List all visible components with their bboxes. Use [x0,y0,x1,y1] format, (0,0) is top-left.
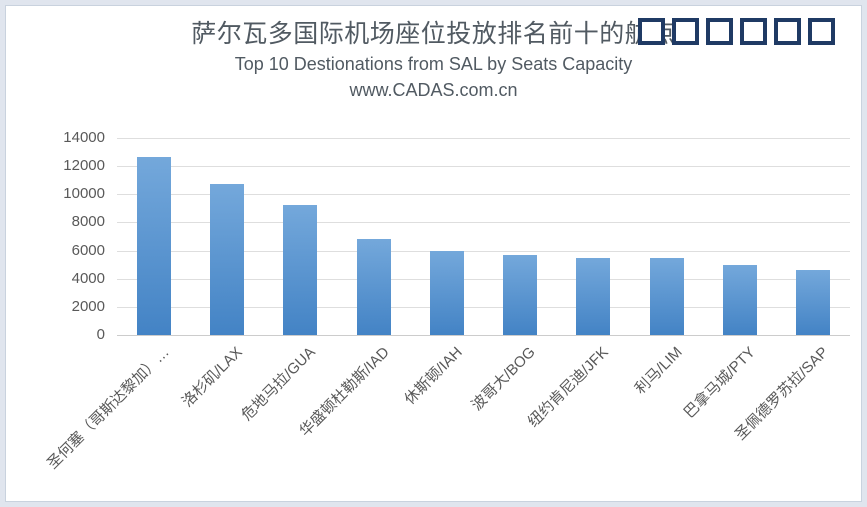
missing-glyph-boxes [638,18,842,45]
y-axis-tick-label: 12000 [63,157,105,174]
y-axis-tick-label: 0 [96,326,105,343]
gridline [117,194,850,195]
missing-glyph-box-icon [774,18,801,45]
gridline [117,138,850,139]
y-axis-tick-label: 2000 [71,298,105,315]
bar [210,184,244,335]
missing-glyph-box-icon [740,18,767,45]
x-axis-line [117,335,850,336]
bar [283,205,317,335]
bar [576,258,610,335]
bar [357,239,391,335]
gridline [117,251,850,252]
gridline [117,307,850,308]
y-axis-tick-label: 4000 [71,270,105,287]
bar [137,157,171,335]
x-axis-category-label: 圣何塞（哥斯达黎加）… [44,343,173,473]
chart-subtitle: Top 10 Destionations from SAL by Seats C… [234,54,633,74]
bar [796,270,830,335]
chart-header: 萨尔瓦多国际机场座位投放排名前十的航点 Top 10 Destionations… [5,17,862,103]
gridline [117,222,850,223]
bar [503,255,537,335]
missing-glyph-box-icon [672,18,699,45]
missing-glyph-box-icon [706,18,733,45]
chart-title: 萨尔瓦多国际机场座位投放排名前十的航点 [191,20,676,48]
bar [430,251,464,335]
y-axis-tick-label: 14000 [63,129,105,146]
missing-glyph-box-icon [808,18,835,45]
bar [723,265,757,335]
bar [650,258,684,335]
gridline [117,166,850,167]
missing-glyph-box-icon [638,18,665,45]
y-axis-tick-label: 8000 [71,213,105,230]
y-axis-tick-label: 6000 [71,242,105,259]
watermark-url: www.CADAS.com.cn [349,80,518,100]
y-axis-tick-label: 10000 [63,185,105,202]
gridline [117,279,850,280]
